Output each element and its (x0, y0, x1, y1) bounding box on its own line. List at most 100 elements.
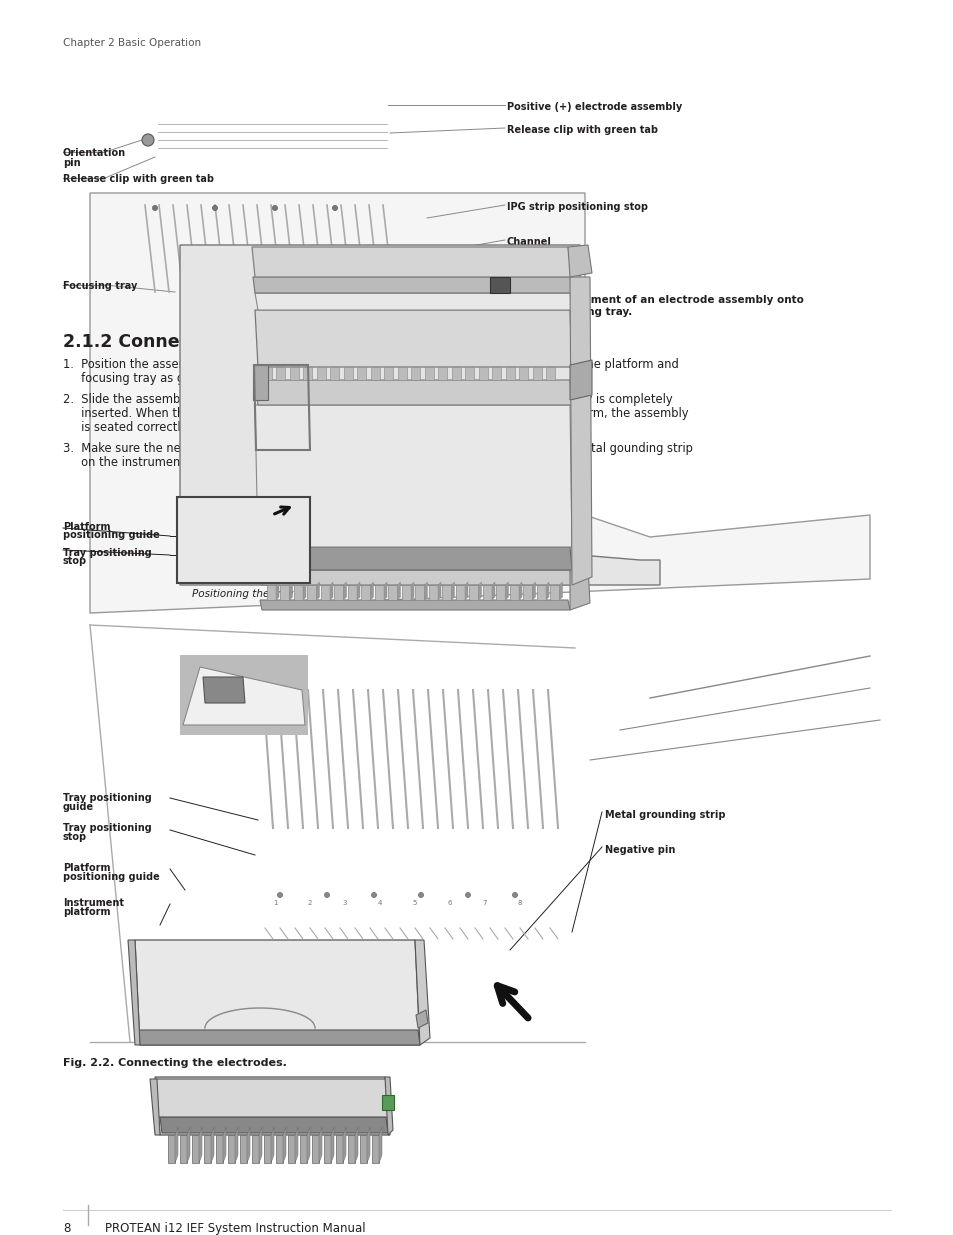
Polygon shape (415, 940, 430, 1045)
Polygon shape (318, 1128, 322, 1163)
Polygon shape (388, 585, 397, 600)
Polygon shape (492, 582, 495, 600)
Text: PROTEAN i12 IEF System Instruction Manual: PROTEAN i12 IEF System Instruction Manua… (105, 1221, 365, 1235)
Polygon shape (411, 582, 414, 600)
Polygon shape (303, 367, 313, 380)
Text: 2.  Slide the assembly toward the positive (+) end until the positive (+) electr: 2. Slide the assembly toward the positiv… (63, 393, 672, 406)
Text: 8: 8 (517, 900, 521, 906)
Polygon shape (223, 1128, 226, 1163)
Polygon shape (437, 582, 440, 600)
Text: Fig. 2.1. Placement of an electrode assembly onto: Fig. 2.1. Placement of an electrode asse… (506, 295, 803, 305)
Polygon shape (254, 380, 572, 405)
Text: stop: stop (63, 832, 87, 842)
Polygon shape (505, 367, 515, 380)
Polygon shape (348, 585, 356, 600)
Polygon shape (330, 582, 333, 600)
Text: 1: 1 (273, 900, 277, 906)
Polygon shape (464, 582, 468, 600)
Polygon shape (442, 585, 451, 600)
Polygon shape (545, 582, 548, 600)
Text: 6: 6 (447, 900, 452, 906)
FancyBboxPatch shape (177, 496, 310, 583)
Polygon shape (375, 585, 384, 600)
Polygon shape (138, 1030, 419, 1045)
Polygon shape (154, 1077, 390, 1135)
Polygon shape (357, 367, 366, 380)
Polygon shape (469, 585, 478, 600)
Polygon shape (569, 359, 592, 400)
Polygon shape (183, 667, 305, 725)
Text: Chapter 2 Basic Operation: Chapter 2 Basic Operation (63, 38, 201, 48)
Text: pin: pin (63, 158, 81, 168)
Polygon shape (518, 582, 521, 600)
Text: Tray positioning: Tray positioning (63, 793, 152, 803)
Polygon shape (234, 1128, 237, 1163)
Polygon shape (254, 310, 572, 367)
Polygon shape (316, 367, 326, 380)
Text: 8: 8 (63, 1221, 71, 1235)
Polygon shape (569, 277, 592, 585)
Polygon shape (275, 582, 278, 600)
Polygon shape (370, 582, 374, 600)
Polygon shape (180, 245, 659, 585)
Polygon shape (356, 582, 359, 600)
Text: 5: 5 (413, 900, 416, 906)
Polygon shape (523, 585, 532, 600)
Polygon shape (303, 582, 306, 600)
Polygon shape (505, 582, 508, 600)
Polygon shape (253, 366, 268, 400)
Polygon shape (492, 367, 501, 380)
Polygon shape (533, 367, 541, 380)
Text: Channel: Channel (506, 237, 551, 247)
Polygon shape (343, 1128, 346, 1163)
Polygon shape (280, 585, 289, 600)
Polygon shape (397, 582, 400, 600)
Polygon shape (299, 1135, 307, 1163)
Polygon shape (252, 1135, 258, 1163)
Text: Tray positioning: Tray positioning (63, 823, 152, 832)
Polygon shape (429, 585, 437, 600)
Circle shape (418, 893, 423, 898)
Polygon shape (276, 367, 285, 380)
Polygon shape (215, 1135, 223, 1163)
Polygon shape (204, 1135, 211, 1163)
Text: positioning guide: positioning guide (63, 530, 159, 540)
Circle shape (213, 205, 217, 210)
Polygon shape (546, 367, 555, 380)
Text: inserted. When the the tray positioning stop reaches the positioning guide on th: inserted. When the the tray positioning … (63, 408, 688, 420)
Text: 3: 3 (342, 900, 347, 906)
Text: Tray positioning: Tray positioning (63, 548, 152, 558)
Text: platform: platform (63, 906, 111, 918)
Polygon shape (180, 655, 308, 735)
Polygon shape (452, 367, 460, 380)
Polygon shape (150, 1079, 160, 1135)
Polygon shape (253, 277, 572, 293)
Text: 2.1.2 Connecting the Electrodes: 2.1.2 Connecting the Electrodes (63, 333, 376, 351)
Polygon shape (510, 585, 518, 600)
Polygon shape (411, 367, 420, 380)
Circle shape (324, 893, 329, 898)
Polygon shape (260, 600, 569, 610)
Polygon shape (550, 585, 558, 600)
Polygon shape (290, 367, 298, 380)
Polygon shape (384, 582, 387, 600)
Polygon shape (438, 367, 447, 380)
Polygon shape (307, 1128, 310, 1163)
Text: Platform: Platform (63, 522, 111, 532)
Circle shape (142, 135, 153, 146)
Text: Negative pin: Negative pin (604, 845, 675, 855)
Polygon shape (267, 585, 275, 600)
Text: is seated correctly (Figure 2.2).: is seated correctly (Figure 2.2). (63, 421, 260, 433)
Polygon shape (264, 1135, 271, 1163)
Text: 3.  Make sure the negative pin on the negative (-) electrode is in direct contac: 3. Make sure the negative pin on the neg… (63, 442, 692, 454)
Text: the i12 focusing tray.: the i12 focusing tray. (506, 308, 632, 317)
Text: 7: 7 (482, 900, 487, 906)
Polygon shape (496, 585, 505, 600)
Text: guide: guide (63, 802, 94, 811)
Polygon shape (532, 582, 535, 600)
Text: 2: 2 (308, 900, 312, 906)
Polygon shape (567, 245, 592, 277)
Polygon shape (312, 1135, 318, 1163)
Text: Release clip with green tab: Release clip with green tab (506, 125, 658, 135)
Polygon shape (371, 367, 379, 380)
